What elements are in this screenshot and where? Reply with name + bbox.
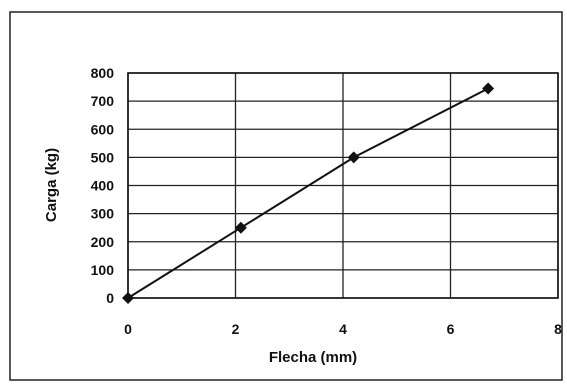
y-tick-label: 600 [91, 121, 115, 137]
y-tick-label: 700 [91, 93, 115, 109]
x-tick-label: 8 [554, 321, 562, 337]
y-tick-label: 200 [91, 234, 115, 250]
data-point-marker [347, 151, 360, 164]
x-tick-label: 6 [447, 321, 455, 337]
series-markers [122, 82, 495, 304]
x-tick-label: 2 [232, 321, 240, 337]
y-tick-label: 300 [91, 206, 115, 222]
data-point-marker [482, 82, 495, 95]
y-tick-label: 500 [91, 149, 115, 165]
y-tick-label: 100 [91, 262, 115, 278]
plot-area [127, 72, 559, 299]
series-line [127, 87, 489, 299]
y-tick-label: 400 [91, 178, 115, 194]
y-tick-label: 800 [91, 65, 115, 81]
data-point-marker [122, 292, 134, 304]
x-axis-title: Flecha (mm) [269, 349, 357, 366]
data-point-marker [234, 221, 247, 234]
x-tick-label: 4 [339, 321, 347, 337]
x-tick-labels: 0 2 4 6 8 [124, 321, 562, 337]
x-tick-label: 0 [124, 321, 132, 337]
y-tick-label: 0 [106, 290, 114, 306]
y-tick-labels: 0 100 200 300 400 500 600 700 800 [91, 65, 115, 306]
y-axis-title: Carga (kg) [43, 148, 60, 222]
